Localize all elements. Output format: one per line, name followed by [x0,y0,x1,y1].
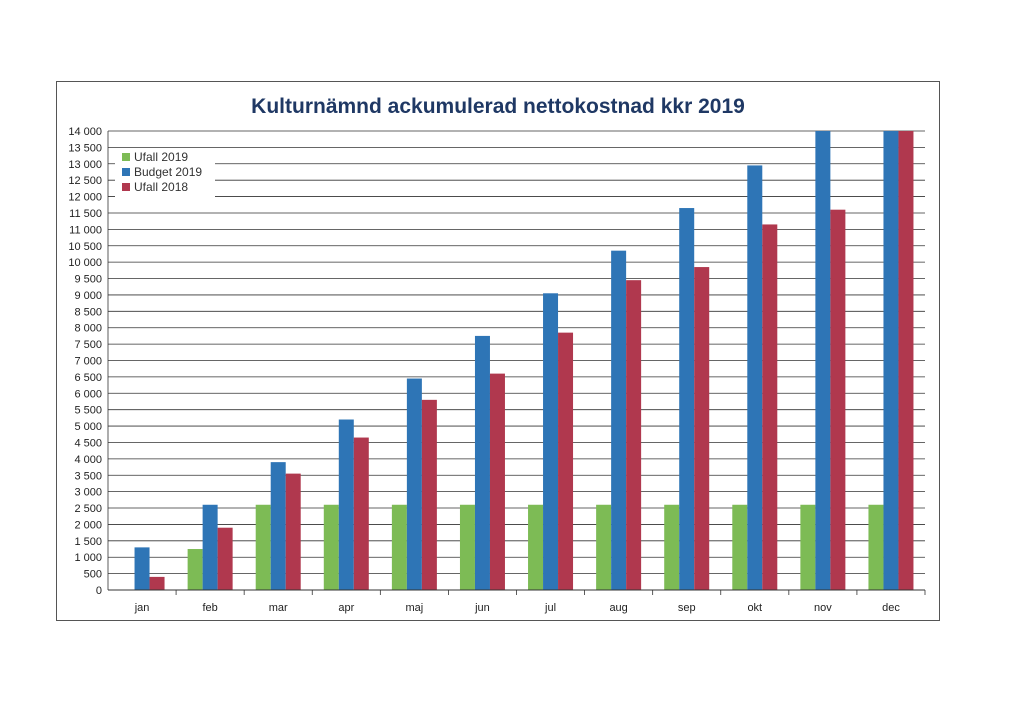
y-tick-label: 500 [84,569,102,581]
x-tick-label: feb [202,602,217,614]
y-tick-label: 11 500 [69,208,102,220]
bar [202,504,218,590]
y-tick-label: 3 500 [74,470,102,482]
x-tick-label: jul [544,602,556,614]
bar [406,378,422,590]
x-tick-label: dec [882,602,900,614]
bar [679,208,695,590]
bars [134,131,914,591]
y-axis: 0 500 1 000 1 500 2 000 2 500 3 000 3 500 4 000 4… [68,126,109,597]
y-tick-label: 1 000 [74,552,102,564]
x-tick-label: okt [747,602,762,614]
x-tick-label: maj [406,602,424,614]
x-tick-label: nov [814,602,832,614]
bar [187,549,203,590]
x-tick-label: aug [609,602,627,614]
bar [596,504,612,590]
bar [543,293,559,590]
y-tick-label: 11 000 [69,224,102,236]
bar [898,131,914,590]
legend-background [115,149,215,197]
x-tick-label: jan [134,602,150,614]
chart-title: Kulturnämnd ackumulerad nettokostnad kkr… [251,95,745,118]
bar [664,504,680,590]
y-tick-label: 12 500 [68,175,102,187]
y-tick-label: 0 [96,585,102,597]
legend-label: Budget 2019 [134,165,202,179]
bar [489,373,505,590]
y-tick-label: 7 000 [74,356,102,368]
x-tick-label: jun [474,602,490,614]
bar [732,504,748,590]
y-tick-label: 14 000 [68,126,102,138]
bar [338,419,354,590]
bar [558,332,574,590]
y-tick-label: 9 500 [74,274,102,286]
x-tick-label: apr [338,602,354,614]
y-tick-label: 4 000 [74,454,102,466]
bar [528,504,544,590]
bar [762,224,778,591]
bar [626,280,642,590]
y-tick-label: 4 500 [74,437,102,449]
legend-label: Ufall 2018 [134,180,188,194]
y-tick-label: 2 000 [74,519,102,531]
bar [830,209,846,590]
y-tick-label: 9 000 [74,290,102,302]
bar [815,131,831,590]
bar [149,576,165,590]
bar [217,527,233,590]
y-tick-label: 7 500 [74,339,102,351]
y-tick-label: 5 000 [74,421,102,433]
bar [255,504,271,590]
y-tick-label: 12 000 [68,192,102,204]
y-tick-label: 6 500 [74,372,102,384]
bar [270,462,286,590]
bar [868,504,884,590]
y-tick-label: 13 500 [68,142,102,154]
y-tick-label: 8 500 [74,306,102,318]
legend-swatch [122,153,130,161]
bar [285,473,301,590]
bar [421,399,437,590]
bar [474,335,490,590]
legend-swatch [122,183,130,191]
bar [459,504,475,590]
y-tick-label: 10 000 [68,257,102,269]
x-tick-label: mar [269,602,288,614]
bar [611,250,627,591]
bar [353,437,369,590]
bar [800,504,816,590]
bar [134,547,150,590]
x-tick-label: sep [678,602,696,614]
bar [391,504,407,590]
bar [747,165,763,591]
y-tick-label: 1 500 [74,536,102,548]
y-tick-label: 3 000 [74,487,102,499]
legend-swatch [122,168,130,176]
y-tick-label: 10 500 [68,241,102,253]
y-tick-label: 2 500 [74,503,102,515]
y-tick-label: 13 000 [68,159,102,171]
y-tick-label: 8 000 [74,323,102,335]
bar [323,504,339,590]
bar [694,267,710,590]
bar [883,131,899,590]
legend-label: Ufall 2019 [134,150,188,164]
x-axis: jan feb mar apr maj jun jul aug sep okt nov dec [108,589,926,614]
y-tick-label: 6 000 [74,388,102,400]
y-tick-label: 5 500 [74,405,102,417]
